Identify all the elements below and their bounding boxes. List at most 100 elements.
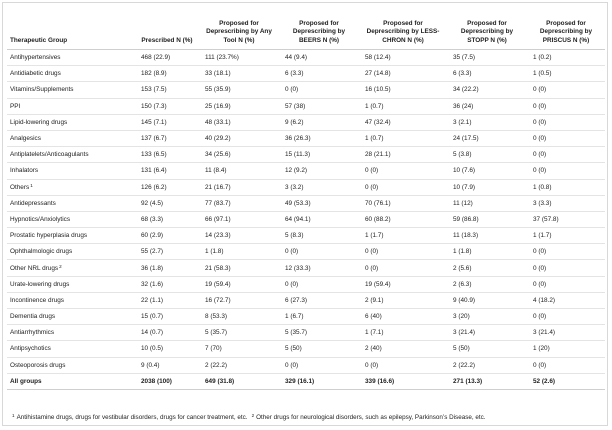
cell: 52 (2.6) [527, 373, 605, 390]
cell-text: 33 (18.1) [205, 70, 231, 78]
cell-text: 12 (9.2) [285, 167, 308, 175]
cell: 33 (18.1) [199, 65, 279, 83]
table-row: Vitamins/Supplements 153 (7.5) 55 (35.9) 0 … [7, 81, 605, 99]
cell-text: 1 (0.7) [365, 102, 384, 110]
cell: 9 (6.2) [279, 114, 359, 131]
cell-text: 36 (26.3) [285, 135, 311, 143]
table-panel: Therapeutic Group Prescribed N (%) Propose… [2, 2, 608, 426]
cell-text: Osteoporosis drugs [10, 361, 66, 369]
cell-text: Others [10, 184, 30, 192]
cell: 0 (0) [527, 146, 605, 164]
cell-text: 153 (7.5) [141, 86, 167, 94]
cell-text: 11 (18.3) [453, 232, 479, 240]
cell: 5 (8.3) [279, 227, 359, 245]
cell-text: 329 (16.1) [285, 377, 315, 385]
cell: 0 (0) [359, 243, 447, 261]
cell-text: Antipsychotics [10, 345, 51, 353]
cell-text: 48 (33.1) [205, 118, 231, 126]
cell: 15 (0.7) [135, 308, 199, 326]
cell-text: 0 (0) [533, 102, 547, 110]
cell: 2 (9.1) [359, 292, 447, 310]
cell-text: 21 (16.7) [205, 183, 231, 191]
cell-text: 22 (1.1) [141, 296, 164, 304]
table-row: PPI 150 (7.3) 25 (16.9) 57 (38) 1 (0.7) 36 (2… [7, 98, 605, 115]
row-label: Antihypertensives [7, 49, 135, 67]
cell: 6 (40) [359, 308, 447, 326]
cell-text: 3 (21.4) [533, 329, 556, 337]
cell: 70 (76.1) [359, 195, 447, 212]
cell-text: 0 (0) [533, 167, 547, 175]
header-cell: Therapeutic Group [7, 7, 135, 50]
cell: 5 (3.8) [447, 146, 527, 164]
cell: 12 (33.3) [279, 259, 359, 277]
cell: 7 (70) [199, 340, 279, 358]
cell: 137 (6.7) [135, 130, 199, 148]
footnote: 2 Other drugs for neurological disorders,… [251, 413, 486, 421]
cell: 21 (58.3) [199, 259, 279, 277]
cell: 25 (16.9) [199, 98, 279, 115]
cell-text: Lipid-lowering drugs [10, 118, 68, 126]
cell-text: 6 (3.3) [453, 70, 472, 78]
cell: 1 (6.7) [279, 308, 359, 326]
cell-text: 3 (2.1) [453, 118, 472, 126]
cell: 1 (0.7) [359, 98, 447, 115]
cell: 5 (35.7) [279, 324, 359, 342]
cell: 19 (59.4) [359, 276, 447, 293]
cell-text: 59 (86.8) [453, 215, 479, 223]
cell-text: 14 (23.3) [205, 232, 231, 240]
cell: 2 (40) [359, 340, 447, 358]
cell-text: 21 (58.3) [205, 264, 231, 272]
cell-text: 5 (35.7) [205, 329, 228, 337]
cell: 111 (23.7%) [199, 49, 279, 67]
cell: 182 (8.9) [135, 65, 199, 83]
cell: 44 (9.4) [279, 49, 359, 67]
cell: 2 (22.2) [199, 357, 279, 374]
cell-text: 15 (0.7) [141, 313, 164, 321]
cell-text: 34 (22.2) [453, 86, 479, 94]
cell: 21 (16.7) [199, 179, 279, 196]
cell-text: 1 (1.8) [453, 248, 472, 256]
cell-text: 649 (31.8) [205, 377, 235, 385]
cell-text: 2038 (100) [141, 377, 172, 385]
cell-text: 2 (6.3) [453, 280, 472, 288]
cell: 133 (6.5) [135, 146, 199, 164]
header-cell: Proposed for Deprescribing by PRISCUS N … [527, 7, 605, 50]
table-row: Lipid-lowering drugs 145 (7.1) 48 (33.1) 9 … [7, 114, 605, 131]
cell: 2 (6.3) [447, 276, 527, 293]
cell: 0 (0) [527, 130, 605, 148]
cell: 1 (0.2) [527, 49, 605, 67]
cell-text: 0 (0) [285, 86, 299, 94]
cell: 271 (13.3) [447, 373, 527, 390]
table-row: Urate-lowering drugs 32 (1.6) 19 (59.4) 0 (… [7, 276, 605, 293]
cell-text: 15 (11.3) [285, 151, 311, 159]
cell: 1 (0.8) [527, 179, 605, 196]
cell: 3 (20) [447, 308, 527, 326]
cell-text: PPI [10, 102, 21, 110]
cell: 36 (1.8) [135, 259, 199, 277]
cell-text: Antiplatelets/Anticoagulants [10, 151, 89, 159]
cell-text: 10 (0.5) [141, 345, 164, 353]
row-label: Antidepressants [7, 195, 135, 212]
cell-text: Prostatic hyperplasia drugs [10, 232, 88, 240]
cell-text: 47 (32.4) [365, 118, 391, 126]
cell: 11 (12) [447, 195, 527, 212]
cell: 3 (2.1) [447, 114, 527, 131]
cell-text: Inhalators [10, 167, 39, 175]
cell: 40 (29.2) [199, 130, 279, 148]
header-cell: Proposed for Deprescribing by STOPP N (%… [447, 7, 527, 50]
cell: 145 (7.1) [135, 114, 199, 131]
cell-text: 2 (5.6) [453, 264, 472, 272]
cell-text: 34 (25.6) [205, 151, 231, 159]
cell: 3 (21.4) [447, 324, 527, 342]
cell-text: Urate-lowering drugs [10, 280, 70, 288]
cell: 34 (25.6) [199, 146, 279, 164]
cell-text: 37 (57.8) [533, 215, 559, 223]
row-label: Analgesics [7, 130, 135, 148]
cell: 6 (3.3) [279, 65, 359, 83]
cell-text: 2 (9.1) [365, 296, 384, 304]
cell: 55 (35.9) [199, 81, 279, 99]
table-row: Osteoporosis drugs 9 (0.4) 2 (22.2) 0 (0) 0 … [7, 357, 605, 374]
footnote-text: Other drugs for neurological disorders, … [256, 414, 486, 421]
cell: 2038 (100) [135, 373, 199, 390]
cell-text: 0 (0) [365, 248, 379, 256]
